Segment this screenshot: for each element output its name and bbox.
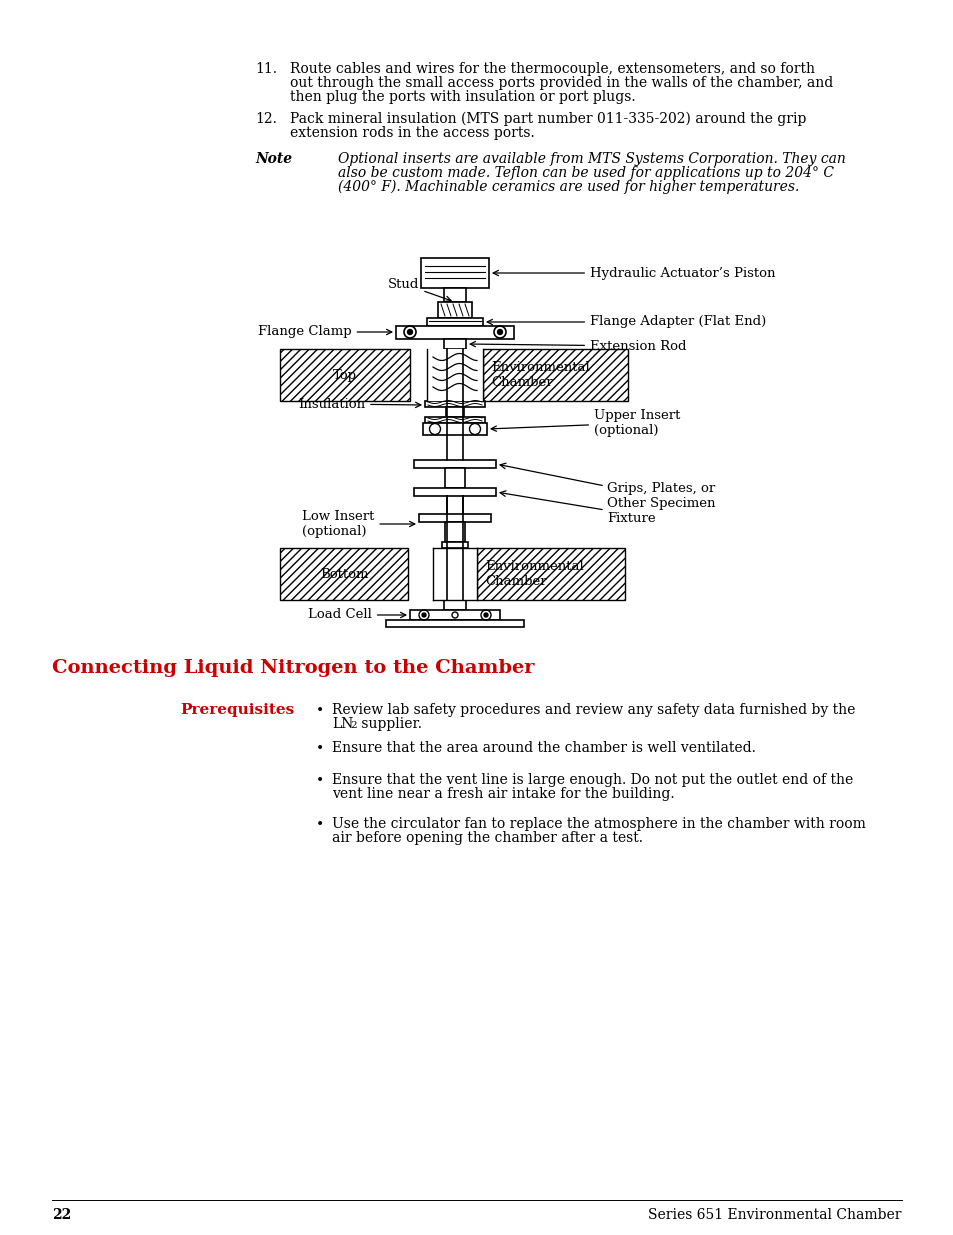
Text: Flange Clamp: Flange Clamp bbox=[257, 326, 392, 338]
Text: Bottom: Bottom bbox=[319, 568, 368, 580]
Circle shape bbox=[497, 330, 502, 335]
Bar bbox=[444, 522, 464, 542]
Bar bbox=[441, 542, 468, 548]
Text: 12.: 12. bbox=[254, 112, 276, 126]
Text: then plug the ports with insulation or port plugs.: then plug the ports with insulation or p… bbox=[290, 90, 635, 104]
Text: •: • bbox=[315, 704, 324, 718]
Text: Use the circulator fan to replace the atmosphere in the chamber with room: Use the circulator fan to replace the at… bbox=[332, 818, 865, 831]
Bar bbox=[418, 514, 491, 522]
Text: extension rods in the access ports.: extension rods in the access ports. bbox=[290, 126, 535, 140]
Text: Series 651 Environmental Chamber: Series 651 Environmental Chamber bbox=[648, 1208, 901, 1221]
Bar bbox=[427, 317, 482, 326]
Bar bbox=[443, 600, 465, 610]
Text: Prerequisites: Prerequisites bbox=[180, 703, 294, 718]
Text: Connecting Liquid Nitrogen to the Chamber: Connecting Liquid Nitrogen to the Chambe… bbox=[52, 659, 534, 677]
Text: vent line near a fresh air intake for the building.: vent line near a fresh air intake for th… bbox=[332, 787, 674, 802]
Text: Environmental
Chamber: Environmental Chamber bbox=[491, 361, 589, 389]
Bar bbox=[424, 401, 484, 408]
Text: •: • bbox=[315, 742, 324, 756]
Text: •: • bbox=[315, 818, 324, 832]
Bar bbox=[443, 338, 465, 350]
Bar bbox=[410, 610, 499, 620]
Bar bbox=[420, 258, 489, 288]
Text: (400° F). Machinable ceramics are used for higher temperatures.: (400° F). Machinable ceramics are used f… bbox=[337, 180, 799, 194]
Text: Stud: Stud bbox=[388, 278, 451, 301]
Text: Pack mineral insulation (MTS part number 011-335-202) around the grip: Pack mineral insulation (MTS part number… bbox=[290, 112, 805, 126]
Text: Upper Insert
(optional): Upper Insert (optional) bbox=[491, 409, 679, 437]
Text: Ensure that the vent line is large enough. Do not put the outlet end of the: Ensure that the vent line is large enoug… bbox=[332, 773, 852, 787]
Text: 11.: 11. bbox=[254, 62, 276, 77]
Text: Route cables and wires for the thermocouple, extensometers, and so forth: Route cables and wires for the thermocou… bbox=[290, 62, 814, 77]
Bar bbox=[386, 620, 523, 627]
Text: Extension Rod: Extension Rod bbox=[470, 340, 686, 352]
Text: Environmental
Chamber: Environmental Chamber bbox=[484, 559, 583, 588]
Circle shape bbox=[407, 330, 412, 335]
Text: Grips, Plates, or
Other Specimen
Fixture: Grips, Plates, or Other Specimen Fixture bbox=[606, 482, 715, 525]
Bar bbox=[444, 468, 464, 488]
Text: Optional inserts are available from MTS Systems Corporation. They can: Optional inserts are available from MTS … bbox=[337, 152, 845, 165]
Text: out through the small access ports provided in the walls of the chamber, and: out through the small access ports provi… bbox=[290, 77, 832, 90]
Text: Review lab safety procedures and review any safety data furnished by the: Review lab safety procedures and review … bbox=[332, 703, 855, 718]
Circle shape bbox=[483, 613, 488, 618]
Text: air before opening the chamber after a test.: air before opening the chamber after a t… bbox=[332, 831, 642, 845]
Bar bbox=[446, 408, 463, 417]
Text: Top: Top bbox=[333, 369, 356, 382]
Text: Note: Note bbox=[254, 152, 292, 165]
Bar bbox=[433, 548, 476, 600]
Bar bbox=[422, 424, 486, 435]
Bar bbox=[424, 417, 484, 424]
Bar bbox=[427, 350, 482, 401]
Text: LN: LN bbox=[332, 718, 353, 731]
Text: Hydraulic Actuator’s Piston: Hydraulic Actuator’s Piston bbox=[493, 267, 775, 279]
Bar bbox=[482, 350, 627, 401]
Bar bbox=[395, 326, 514, 338]
Bar bbox=[443, 288, 465, 303]
Bar bbox=[437, 303, 472, 317]
Text: Flange Adapter (Flat End): Flange Adapter (Flat End) bbox=[487, 315, 765, 329]
Circle shape bbox=[421, 613, 426, 618]
Text: Insulation: Insulation bbox=[297, 398, 420, 410]
Text: supplier.: supplier. bbox=[356, 718, 421, 731]
Bar bbox=[476, 548, 624, 600]
Text: also be custom made. Teflon can be used for applications up to 204° C: also be custom made. Teflon can be used … bbox=[337, 165, 833, 180]
Text: Load Cell: Load Cell bbox=[308, 609, 405, 621]
Text: 2: 2 bbox=[350, 721, 356, 730]
Bar bbox=[280, 350, 410, 401]
Bar bbox=[280, 548, 408, 600]
Text: Ensure that the area around the chamber is well ventilated.: Ensure that the area around the chamber … bbox=[332, 741, 755, 755]
Text: Low Insert
(optional): Low Insert (optional) bbox=[302, 510, 415, 538]
Text: 22: 22 bbox=[52, 1208, 71, 1221]
Bar bbox=[414, 488, 496, 496]
Bar bbox=[414, 459, 496, 468]
Text: •: • bbox=[315, 774, 324, 788]
